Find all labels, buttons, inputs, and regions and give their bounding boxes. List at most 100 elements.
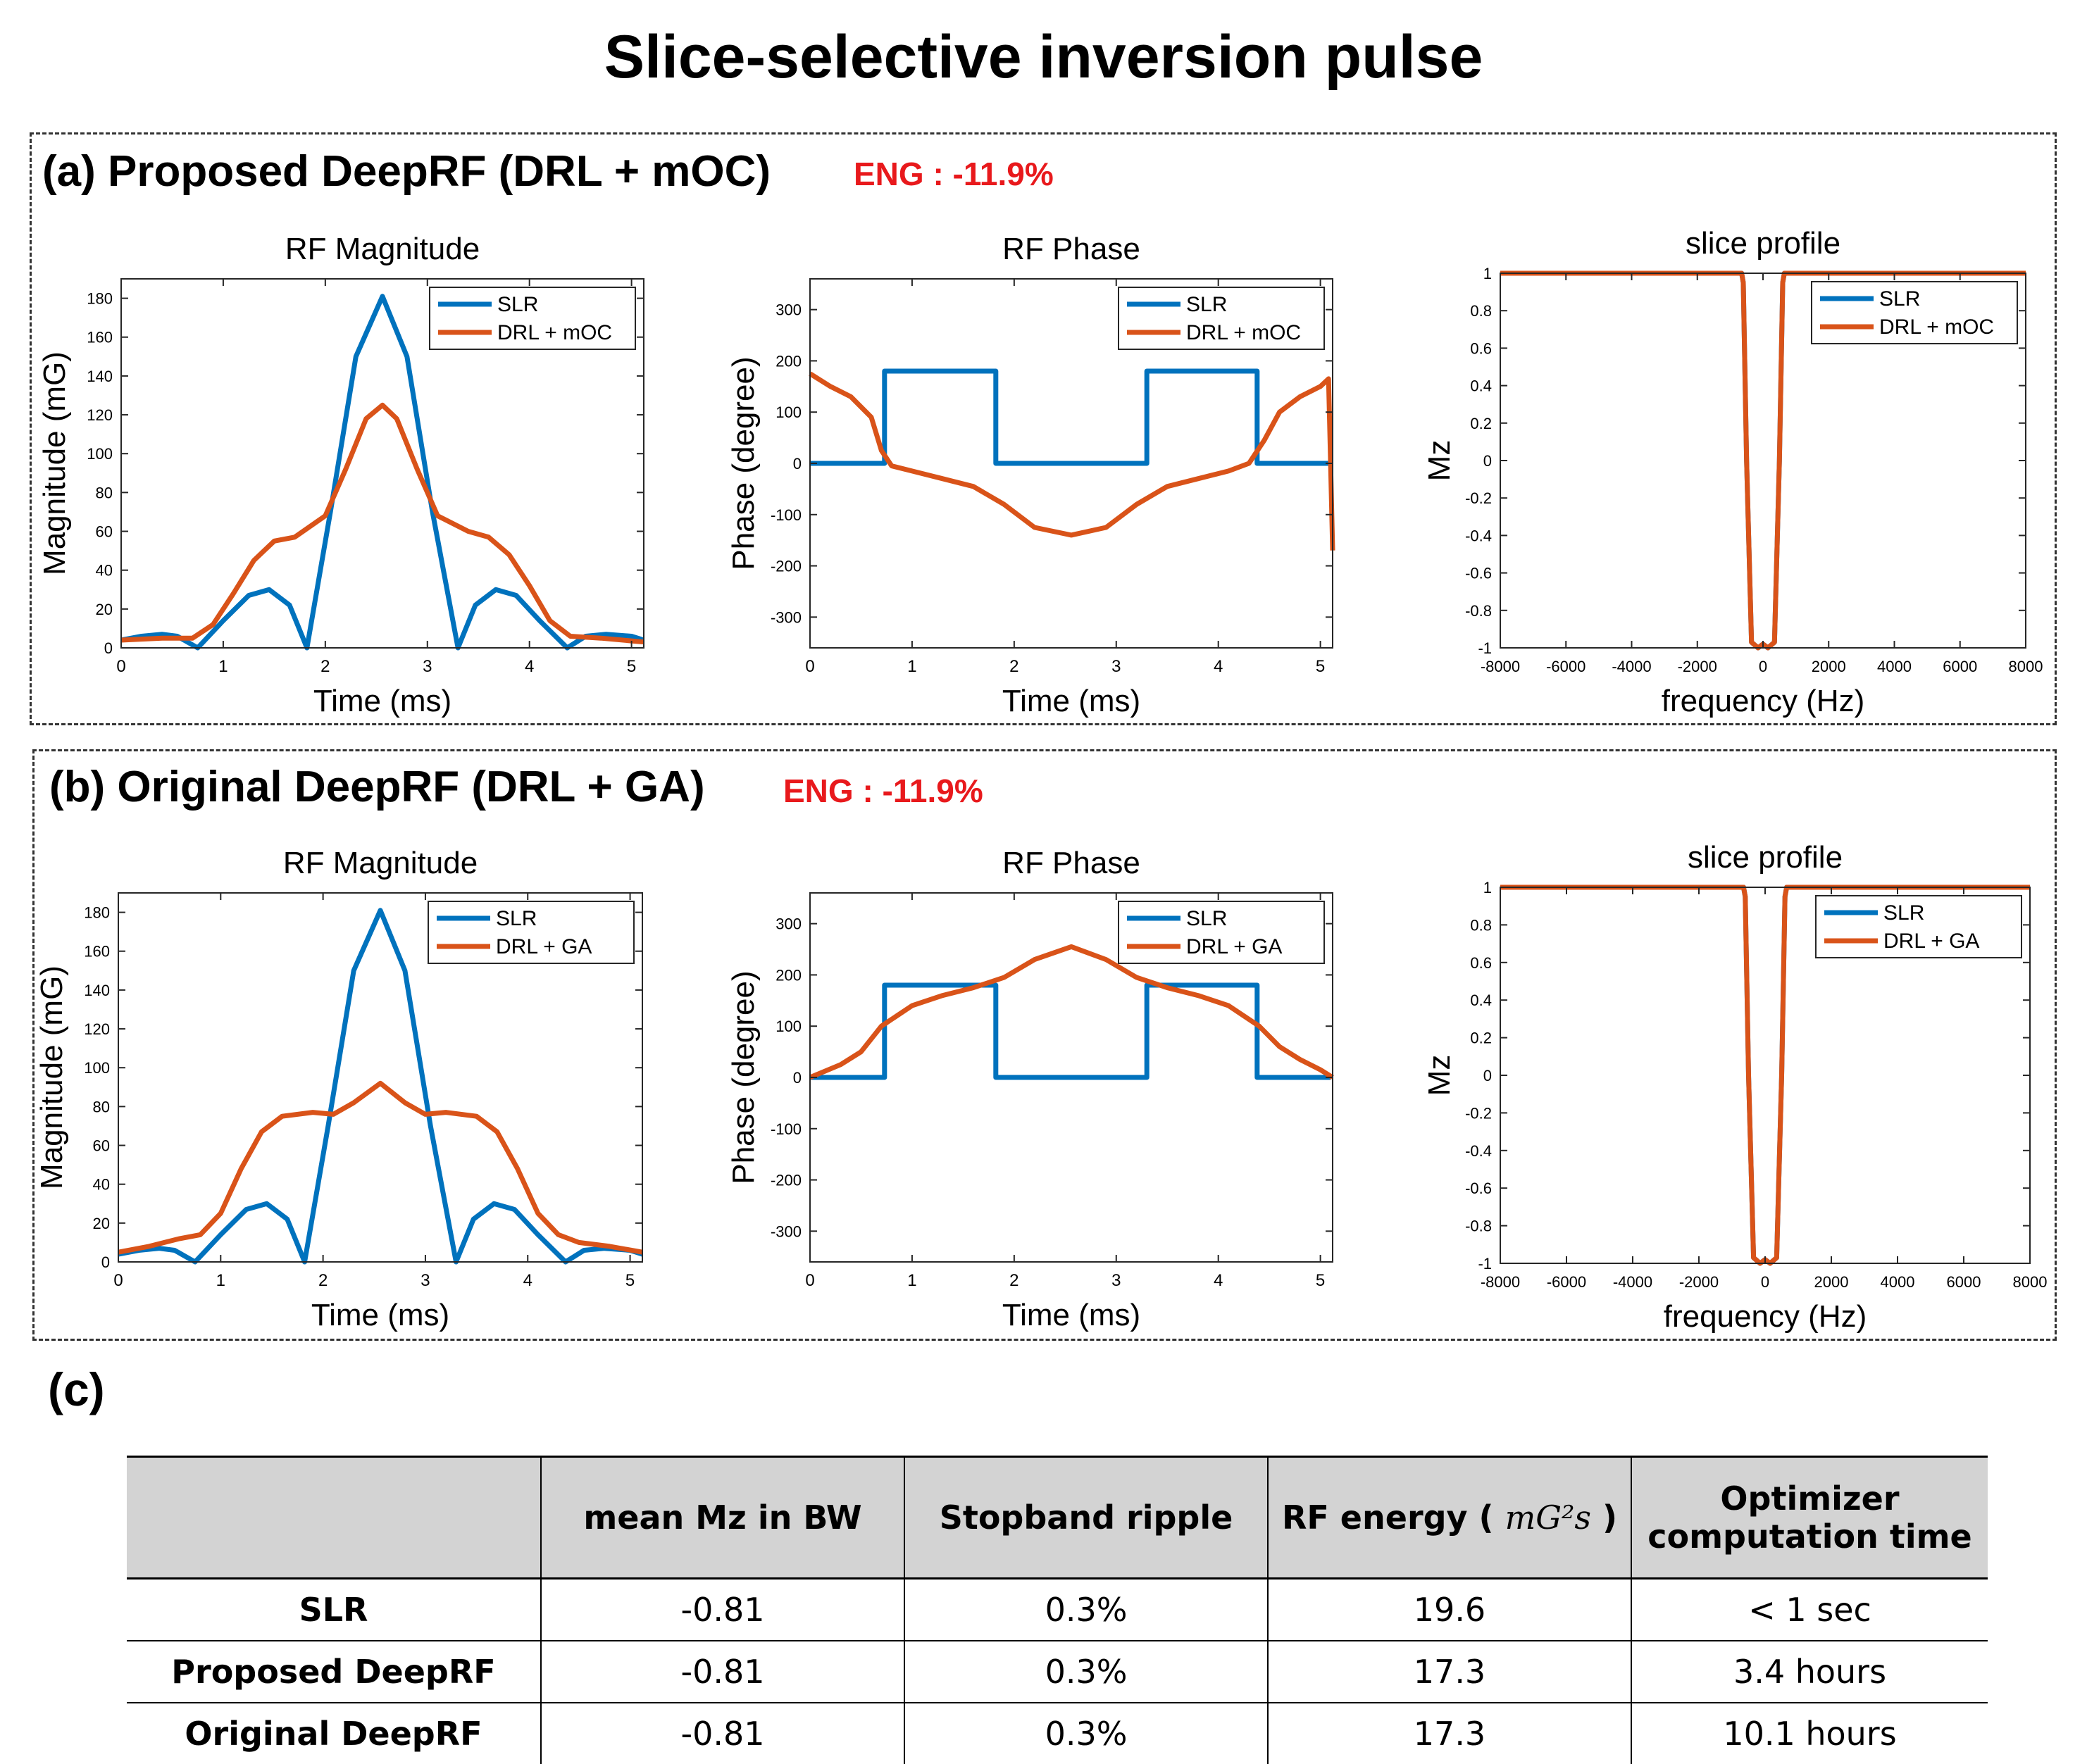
chart-title: slice profile bbox=[1688, 840, 1843, 875]
y-tick-label: 300 bbox=[775, 301, 802, 319]
y-tick-label: 0.6 bbox=[1470, 339, 1492, 357]
y-tick-label: 100 bbox=[775, 1018, 802, 1035]
x-tick-label: 0 bbox=[113, 1271, 123, 1290]
x-tick-label: -6000 bbox=[1546, 658, 1586, 675]
series-line-drl-moc bbox=[809, 371, 1335, 551]
y-tick-label: 20 bbox=[93, 1215, 110, 1232]
legend-entry: SLR bbox=[1883, 901, 1924, 925]
cell-stopband: 0.3% bbox=[904, 1641, 1268, 1703]
y-tick-label: -100 bbox=[771, 506, 802, 524]
legend-box bbox=[429, 287, 636, 350]
x-axis-label: Time (ms) bbox=[1002, 684, 1140, 718]
main-title: Slice-selective inversion pulse bbox=[604, 23, 1483, 91]
header-empty bbox=[127, 1456, 541, 1580]
cell-optimizer-time: < 1 sec bbox=[1631, 1578, 1988, 1641]
y-tick-label: 0 bbox=[793, 1069, 802, 1087]
chart-b-3: RF Magnitude 0 1 2 3 4 5 0 20 40 60 80 100 120 140 160 1… bbox=[35, 846, 644, 1332]
y-tick-label: -0.4 bbox=[1465, 1142, 1492, 1160]
header-rf-energy-close: ) bbox=[1591, 1499, 1618, 1537]
y-axis-label: Phase (degree) bbox=[726, 970, 761, 1184]
y-tick-label: 0 bbox=[104, 639, 113, 657]
y-axis-label: Mz bbox=[1422, 440, 1457, 482]
y-tick-label: 1 bbox=[1483, 265, 1492, 282]
chart-a-0: RF Magnitude 0 1 2 3 4 5 0 20 40 60 80 100 120 140 160 1… bbox=[37, 232, 645, 718]
legend-entry: DRL + mOC bbox=[497, 321, 612, 344]
y-tick-label: 180 bbox=[87, 290, 113, 308]
axes-box bbox=[120, 278, 644, 649]
x-tick-label: -4000 bbox=[1612, 658, 1651, 675]
x-tick-label: 5 bbox=[1316, 657, 1325, 676]
x-tick-label: -2000 bbox=[1679, 1273, 1719, 1291]
legend-entry: DRL + GA bbox=[1883, 930, 1979, 953]
y-tick-label: -100 bbox=[771, 1120, 802, 1138]
y-tick-label: -300 bbox=[771, 1222, 802, 1240]
y-tick-label: 0 bbox=[1483, 1067, 1492, 1084]
x-tick-label: 4 bbox=[1214, 657, 1223, 676]
y-tick-label: 80 bbox=[93, 1098, 110, 1115]
legend-box bbox=[428, 901, 635, 964]
y-tick-label: 300 bbox=[775, 915, 802, 933]
x-tick-label: 5 bbox=[1316, 1271, 1325, 1290]
header-optimizer-time: Optimizer computation time bbox=[1631, 1456, 1988, 1580]
y-tick-label: 200 bbox=[775, 966, 802, 984]
x-axis-label: frequency (Hz) bbox=[1662, 684, 1865, 718]
y-tick-label: 0.2 bbox=[1470, 415, 1492, 432]
y-tick-label: 60 bbox=[93, 1137, 110, 1155]
chart-b-5: slice profile -8000 -6000 -4000 -2000 0 2000 40… bbox=[1422, 840, 2047, 1334]
table-row: Original DeepRF -0.81 0.3% 17.3 10.1 hou… bbox=[127, 1703, 1988, 1764]
legend-box bbox=[1815, 895, 2022, 958]
series-line-slr bbox=[810, 368, 1331, 466]
y-tick-label: 0.6 bbox=[1470, 954, 1492, 972]
series-line-drl-ga bbox=[118, 1080, 643, 1255]
panel-b-box bbox=[32, 749, 2057, 1341]
chart-title: RF Magnitude bbox=[283, 846, 478, 880]
cell-mean-mz: -0.81 bbox=[540, 1641, 904, 1703]
row-label: Original DeepRF bbox=[185, 1715, 482, 1753]
panel-a-eng: ENG : -11.9% bbox=[854, 156, 1054, 192]
table-row: SLR -0.81 0.3% 19.6 < 1 sec bbox=[127, 1578, 1988, 1641]
y-tick-label: 200 bbox=[775, 352, 802, 370]
series-line-drl-ga bbox=[809, 944, 1334, 1080]
header-optimizer-line2: computation time bbox=[1647, 1518, 1972, 1556]
y-tick-label: 160 bbox=[87, 329, 113, 346]
header-rf-energy: RF energy ( mG²s ) bbox=[1267, 1456, 1631, 1580]
legend-entry: SLR bbox=[497, 293, 538, 316]
legend-entry: DRL + mOC bbox=[1879, 315, 1994, 339]
y-axis-label: Mz bbox=[1422, 1055, 1457, 1096]
legend-entry: SLR bbox=[496, 907, 537, 930]
y-tick-label: 0 bbox=[793, 455, 802, 473]
y-tick-label: -0.8 bbox=[1465, 602, 1492, 620]
y-tick-label: 180 bbox=[84, 904, 110, 922]
x-tick-label: 3 bbox=[423, 657, 432, 676]
x-tick-label: 2 bbox=[1009, 657, 1018, 676]
y-axis-label: Magnitude (mG) bbox=[37, 351, 72, 575]
y-tick-label: 40 bbox=[93, 1176, 110, 1194]
x-tick-label: 3 bbox=[1111, 1271, 1121, 1290]
x-tick-label: 4000 bbox=[1881, 1273, 1915, 1291]
x-tick-label: 0 bbox=[805, 1271, 814, 1290]
y-axis-label: Phase (degree) bbox=[726, 356, 761, 570]
y-tick-label: 80 bbox=[96, 484, 113, 501]
x-tick-label: 6000 bbox=[1947, 1273, 1981, 1291]
x-tick-label: 2000 bbox=[1814, 1273, 1849, 1291]
series-line-slr bbox=[810, 982, 1331, 1080]
y-tick-label: 0.8 bbox=[1470, 916, 1492, 934]
x-tick-label: 0 bbox=[805, 657, 814, 676]
x-tick-label: 2 bbox=[320, 657, 330, 676]
y-tick-label: -200 bbox=[771, 1172, 802, 1189]
panel-b-eng: ENG : -11.9% bbox=[783, 772, 983, 809]
header-optimizer-line1: Optimizer bbox=[1720, 1480, 1900, 1518]
x-tick-label: 4000 bbox=[1877, 658, 1912, 675]
cell-mean-mz: -0.81 bbox=[540, 1578, 904, 1641]
panel-a-title: (a) Proposed DeepRF (DRL + mOC) bbox=[42, 147, 771, 196]
x-tick-label: 3 bbox=[420, 1271, 430, 1290]
x-tick-label: -8000 bbox=[1481, 1273, 1520, 1291]
legend-entry: SLR bbox=[1186, 293, 1227, 316]
header-rf-energy-unit: mG²s bbox=[1504, 1499, 1592, 1537]
legend-entry: DRL + mOC bbox=[1186, 321, 1301, 344]
x-axis-label: Time (ms) bbox=[1002, 1298, 1140, 1332]
legend-box bbox=[1811, 281, 2018, 344]
x-tick-label: 3 bbox=[1111, 657, 1121, 676]
cell-rf-energy: 17.3 bbox=[1267, 1703, 1631, 1764]
panel-a-box bbox=[30, 132, 2057, 725]
